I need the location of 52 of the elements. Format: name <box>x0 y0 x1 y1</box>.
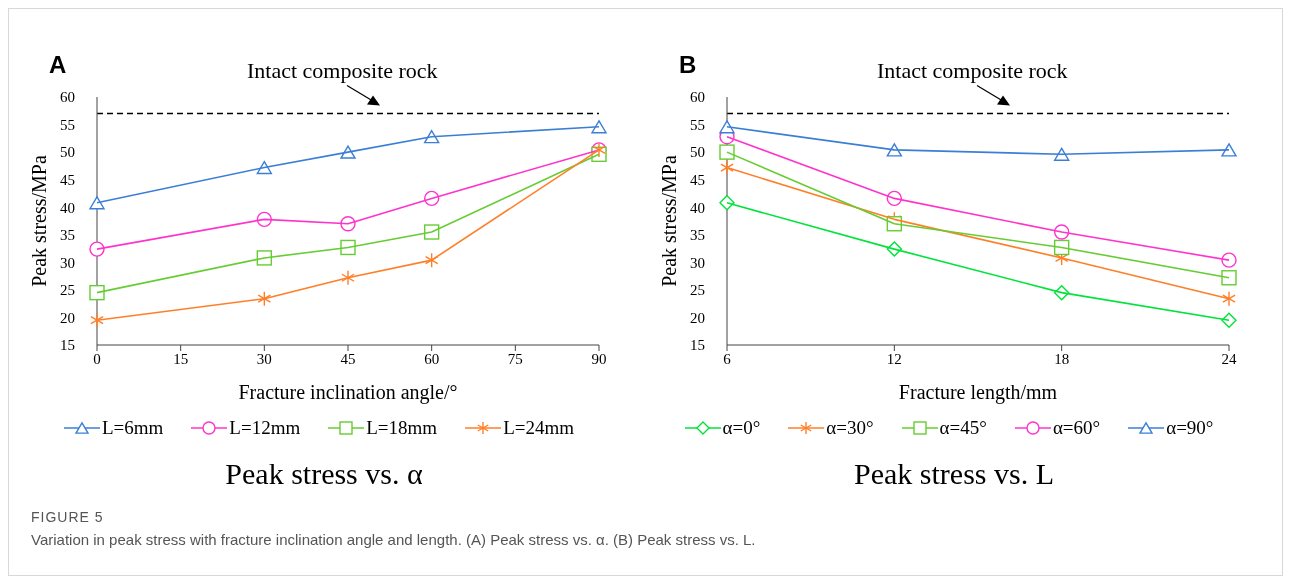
legend-label: α=45° <box>939 417 987 439</box>
text: Variation in peak stress with fracture inclination angle and length. (A) Peak stress vs. α. (B) Peak stress vs. L. <box>31 531 757 548</box>
y-tick-label: 45 <box>60 171 75 188</box>
legend-label: L=6mm <box>101 417 164 439</box>
y-tick-label: 50 <box>60 144 75 161</box>
x-tick-label: 18 <box>1054 350 1070 367</box>
x-tick-label: 45 <box>340 350 356 367</box>
x-tick-label: 90 <box>591 350 607 367</box>
y-axis-title: Peak stress/MPa <box>658 155 681 287</box>
x-tick-label: 15 <box>173 350 189 367</box>
text: Peak stress vs. α <box>224 457 424 491</box>
text: B <box>679 51 697 79</box>
x-tick-label: 12 <box>886 350 902 367</box>
ref-line-label: Intact composite rock <box>247 57 438 83</box>
y-tick-label: 60 <box>60 89 75 106</box>
y-tick-label: 30 <box>690 254 705 271</box>
y-tick-label: 20 <box>690 309 705 326</box>
x-tick-label: 30 <box>256 350 272 367</box>
y-tick-label: 15 <box>690 337 705 354</box>
y-tick-label: 25 <box>690 282 705 299</box>
y-tick-label: 45 <box>690 171 705 188</box>
legend-label: α=90° <box>1166 417 1214 439</box>
y-tick-label: 40 <box>60 199 75 216</box>
x-tick-label: 6 <box>723 350 732 367</box>
y-tick-label: 60 <box>690 89 705 106</box>
legend-label: α=0° <box>722 417 761 439</box>
ref-line-label: Intact composite rock <box>877 57 1068 83</box>
legend-label: L=12mm <box>229 417 301 439</box>
legend-label: α=30° <box>826 417 874 439</box>
x-tick-label: 24 <box>1221 350 1237 367</box>
y-tick-label: 50 <box>690 144 705 161</box>
y-axis-title: Peak stress/MPa <box>28 155 51 287</box>
y-tick-label: 35 <box>60 227 75 244</box>
x-axis-title: Fracture length/mm <box>898 381 1058 404</box>
legend-label: L=24mm <box>503 417 575 439</box>
x-axis-title: Fracture inclination angle/° <box>238 381 458 404</box>
y-tick-label: 40 <box>690 199 705 216</box>
y-tick-label: 15 <box>60 337 75 354</box>
text: Peak stress vs. L <box>853 457 1055 491</box>
y-tick-label: 20 <box>60 309 75 326</box>
y-tick-label: 30 <box>60 254 75 271</box>
y-tick-label: 55 <box>60 116 75 133</box>
x-tick-label: 0 <box>93 350 101 367</box>
legend-label: L=18mm <box>366 417 438 439</box>
y-tick-label: 25 <box>60 282 75 299</box>
x-tick-label: 75 <box>507 350 523 367</box>
legend-label: α=60° <box>1052 417 1101 439</box>
caption: FIGURE 5 <box>31 509 105 525</box>
text: A <box>49 51 67 79</box>
x-tick-label: 60 <box>424 350 440 367</box>
y-tick-label: 55 <box>690 116 705 133</box>
y-tick-label: 35 <box>690 227 705 244</box>
